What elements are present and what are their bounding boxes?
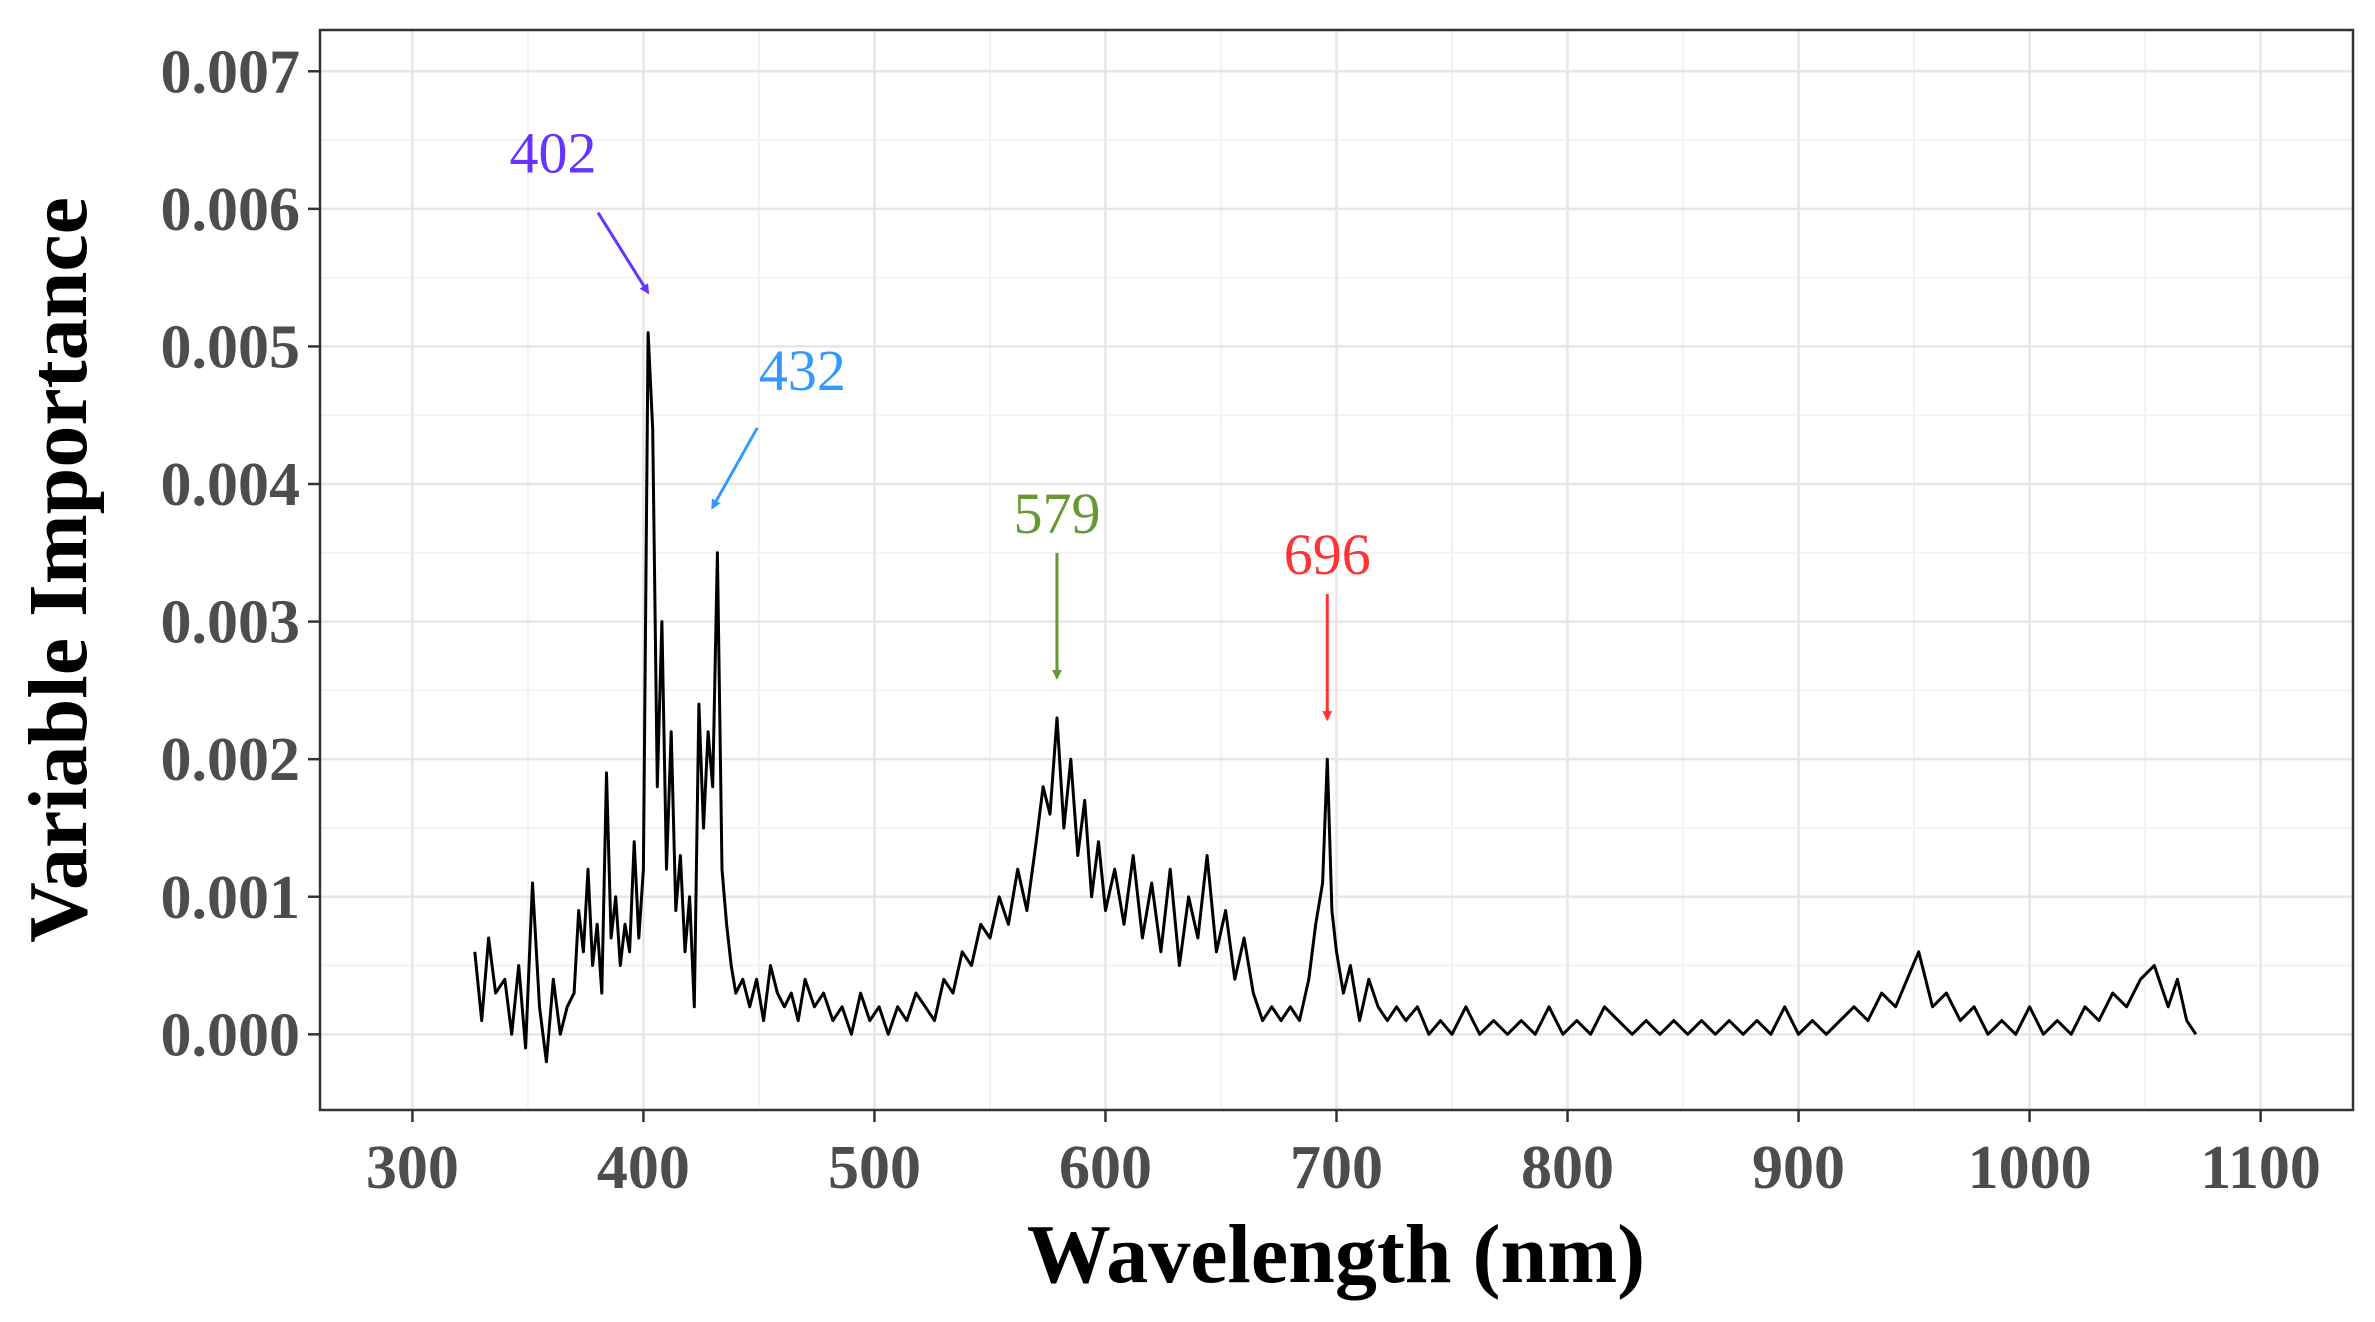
x-axis-title: Wavelength (nm) (1027, 1208, 1645, 1301)
y-axis-title: Variable Importance (12, 197, 105, 943)
series-layer (473, 331, 2198, 1064)
x-tick-label: 700 (1290, 1134, 1383, 1202)
y-tick-label: 0.006 (161, 176, 301, 244)
y-tick-label: 0.000 (161, 1001, 301, 1069)
annotation-label: 402 (510, 121, 597, 186)
y-tick-label: 0.003 (161, 589, 301, 657)
x-tick-label: 900 (1752, 1134, 1845, 1202)
x-tick-label: 800 (1521, 1134, 1614, 1202)
y-axis: 0.000 0.001 0.002 0.003 0.004 0.005 0.006 0.007 (161, 38, 320, 1069)
x-tick-label: 1100 (2200, 1134, 2321, 1202)
x-tick-label: 300 (366, 1134, 459, 1202)
annotation-label: 696 (1284, 522, 1371, 587)
y-tick-label: 0.007 (161, 38, 301, 106)
grid-major (320, 30, 2353, 1110)
y-tick-label: 0.001 (161, 864, 301, 932)
annotation-label: 432 (759, 338, 846, 403)
y-tick-label: 0.002 (161, 726, 301, 794)
x-tick-label: 400 (597, 1134, 690, 1202)
y-tick-label: 0.004 (161, 451, 301, 519)
x-axis: 300 400 500 600 700 800 900 1000 1100 (366, 1110, 2321, 1202)
annotation-arrow (596, 211, 650, 295)
y-tick-label: 0.005 (161, 313, 301, 381)
annotations-layer: 402 432 579 696 (510, 121, 1371, 722)
annotation-arrow (711, 427, 759, 510)
x-tick-label: 600 (1059, 1134, 1152, 1202)
x-tick-label: 500 (828, 1134, 921, 1202)
series-line (473, 331, 2198, 1064)
annotation-label: 579 (1013, 481, 1100, 546)
x-tick-label: 1000 (1968, 1134, 2092, 1202)
